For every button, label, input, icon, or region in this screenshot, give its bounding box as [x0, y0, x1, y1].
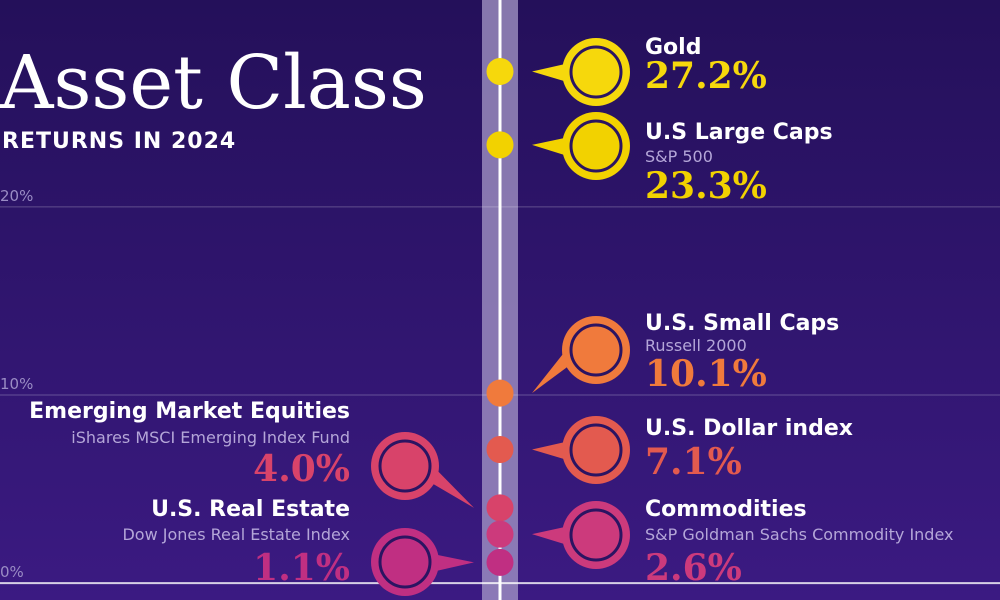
dot — [486, 494, 514, 522]
value-label: 2.6% — [645, 547, 742, 589]
value-label: 7.1% — [645, 441, 742, 483]
chart-title: Asset Class — [0, 40, 427, 126]
value-label: 10.1% — [645, 353, 767, 395]
series-subtitle: S&P 500 — [645, 147, 713, 166]
chart-subtitle: RETURNS IN 2024 — [2, 129, 236, 154]
series-subtitle: Dow Jones Real Estate Index — [122, 525, 350, 544]
dot — [486, 548, 514, 576]
y-tick-label: 0% — [0, 563, 24, 581]
dot — [486, 379, 514, 407]
icon-ring — [569, 45, 623, 99]
series-name: U.S Large Caps — [645, 120, 833, 145]
dot — [486, 131, 514, 159]
icon-ring — [378, 535, 432, 589]
icon-ring — [569, 423, 623, 477]
series-name: Commodities — [645, 497, 807, 522]
y-tick-label: 20% — [0, 187, 33, 205]
y-tick-label: 10% — [0, 375, 33, 393]
dot — [486, 57, 514, 85]
dot — [486, 520, 514, 548]
value-label: 27.2% — [645, 55, 767, 97]
series-subtitle: Russell 2000 — [645, 336, 747, 355]
icon-ring — [569, 508, 623, 562]
series-name: U.S. Small Caps — [645, 311, 839, 336]
series-name: U.S. Dollar index — [645, 416, 853, 441]
series-name: Emerging Market Equities — [29, 399, 350, 424]
series-subtitle: S&P Goldman Sachs Commodity Index — [645, 525, 954, 544]
series-name: U.S. Real Estate — [151, 497, 350, 522]
value-label: 23.3% — [645, 165, 767, 207]
value-label: 4.0% — [253, 448, 350, 490]
series-name: Gold — [645, 35, 701, 60]
dot — [486, 436, 514, 464]
series-subtitle: iShares MSCI Emerging Index Fund — [71, 428, 350, 447]
icon-ring — [569, 323, 623, 377]
value-label: 1.1% — [253, 547, 350, 589]
icon-ring — [569, 119, 623, 173]
icon-ring — [378, 439, 432, 493]
